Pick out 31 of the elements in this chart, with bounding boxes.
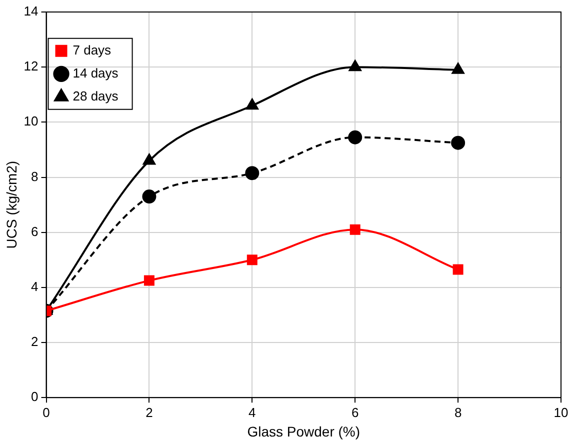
legend-label: 7 days <box>72 42 112 58</box>
point <box>348 60 362 72</box>
x-tick-label: 4 <box>248 404 256 420</box>
y-tick-label: 8 <box>31 168 38 184</box>
point <box>350 224 360 235</box>
point <box>348 130 362 144</box>
y-tick-label: 10 <box>24 114 38 129</box>
y-tick-label: 12 <box>24 58 38 74</box>
point <box>246 254 258 266</box>
x-tick-label: 6 <box>351 404 359 420</box>
point <box>452 62 464 74</box>
point <box>142 190 156 204</box>
point <box>144 275 154 286</box>
x-tick-label: 2 <box>146 404 153 420</box>
y-tick-label: 6 <box>31 224 38 239</box>
y-tick-label: 2 <box>31 334 38 350</box>
point <box>246 98 258 110</box>
point <box>452 264 464 275</box>
point <box>245 166 260 180</box>
point <box>143 154 156 165</box>
legend-label: 28 days <box>72 88 119 104</box>
y-tick-label: 14 <box>24 4 38 19</box>
x-tick-label: 0 <box>42 404 50 420</box>
y-tick-label: 0 <box>31 389 38 404</box>
x-tick-label: 8 <box>454 404 462 420</box>
legend-label: 14 days <box>72 65 119 80</box>
x-tick-label: 10 <box>554 404 568 420</box>
y-axis-title: UCS (kg/cm2) <box>3 160 20 249</box>
point <box>451 136 466 150</box>
x-axis-title: Glass Powder (%) <box>247 423 360 440</box>
y-tick-label: 4 <box>31 279 38 294</box>
